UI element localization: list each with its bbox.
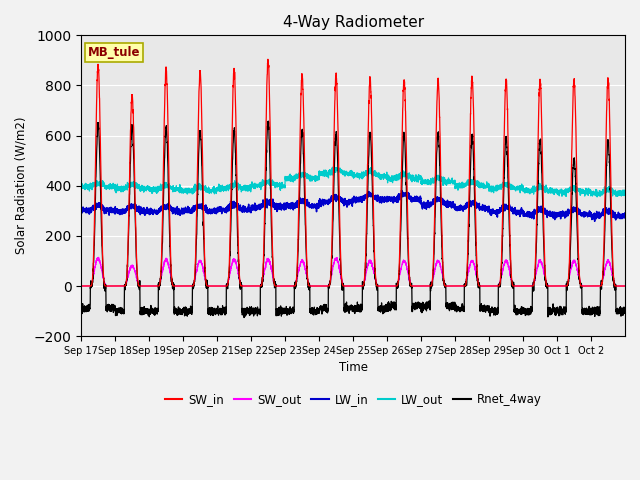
SW_out [190, 280, 198, 286]
Y-axis label: Solar Radiation (W/m2): Solar Radiation (W/m2) [15, 117, 28, 254]
LW_out [329, 164, 337, 170]
LW_out [190, 187, 198, 192]
Rnet_4way [403, 191, 410, 196]
Rnet_4way [264, 118, 272, 124]
Line: SW_out: SW_out [81, 257, 625, 286]
Line: LW_in: LW_in [81, 190, 625, 221]
SW_out [95, 254, 102, 260]
LW_out [403, 171, 410, 177]
SW_in [529, 283, 537, 289]
Line: LW_out: LW_out [81, 167, 625, 197]
LW_in [543, 209, 551, 215]
LW_out [502, 183, 510, 189]
SW_in [77, 283, 85, 289]
Rnet_4way [621, 309, 629, 315]
SW_out [403, 263, 410, 268]
Rnet_4way [77, 307, 85, 313]
Rnet_4way [374, 281, 381, 287]
LW_in [529, 213, 537, 218]
SW_in [403, 152, 410, 157]
Rnet_4way [502, 133, 510, 139]
SW_out [543, 282, 551, 288]
LW_out [77, 184, 85, 190]
Rnet_4way [240, 315, 248, 321]
X-axis label: Time: Time [339, 361, 367, 374]
LW_in [190, 205, 198, 211]
LW_in [502, 202, 510, 207]
Legend: SW_in, SW_out, LW_in, LW_out, Rnet_4way: SW_in, SW_out, LW_in, LW_out, Rnet_4way [160, 389, 546, 411]
LW_in [403, 191, 410, 196]
SW_in [190, 281, 198, 287]
LW_out [529, 183, 537, 189]
LW_out [373, 172, 381, 178]
Title: 4-Way Radiometer: 4-Way Radiometer [282, 15, 424, 30]
SW_out [77, 283, 85, 289]
SW_out [502, 259, 510, 264]
LW_out [593, 194, 601, 200]
SW_out [621, 283, 629, 289]
SW_in [621, 283, 629, 289]
SW_in [373, 283, 381, 289]
LW_in [77, 209, 85, 215]
SW_out [373, 283, 381, 289]
Line: SW_in: SW_in [81, 59, 625, 286]
LW_in [373, 195, 381, 201]
SW_in [502, 81, 510, 87]
SW_out [529, 283, 537, 288]
LW_out [543, 186, 551, 192]
LW_in [621, 210, 629, 216]
Rnet_4way [543, 281, 551, 287]
Text: MB_tule: MB_tule [88, 46, 140, 59]
SW_in [543, 283, 551, 289]
LW_in [397, 187, 405, 193]
Rnet_4way [190, 280, 198, 286]
LW_in [591, 218, 598, 224]
Rnet_4way [529, 285, 537, 291]
LW_out [621, 192, 629, 198]
SW_in [264, 56, 272, 62]
Line: Rnet_4way: Rnet_4way [81, 121, 625, 318]
